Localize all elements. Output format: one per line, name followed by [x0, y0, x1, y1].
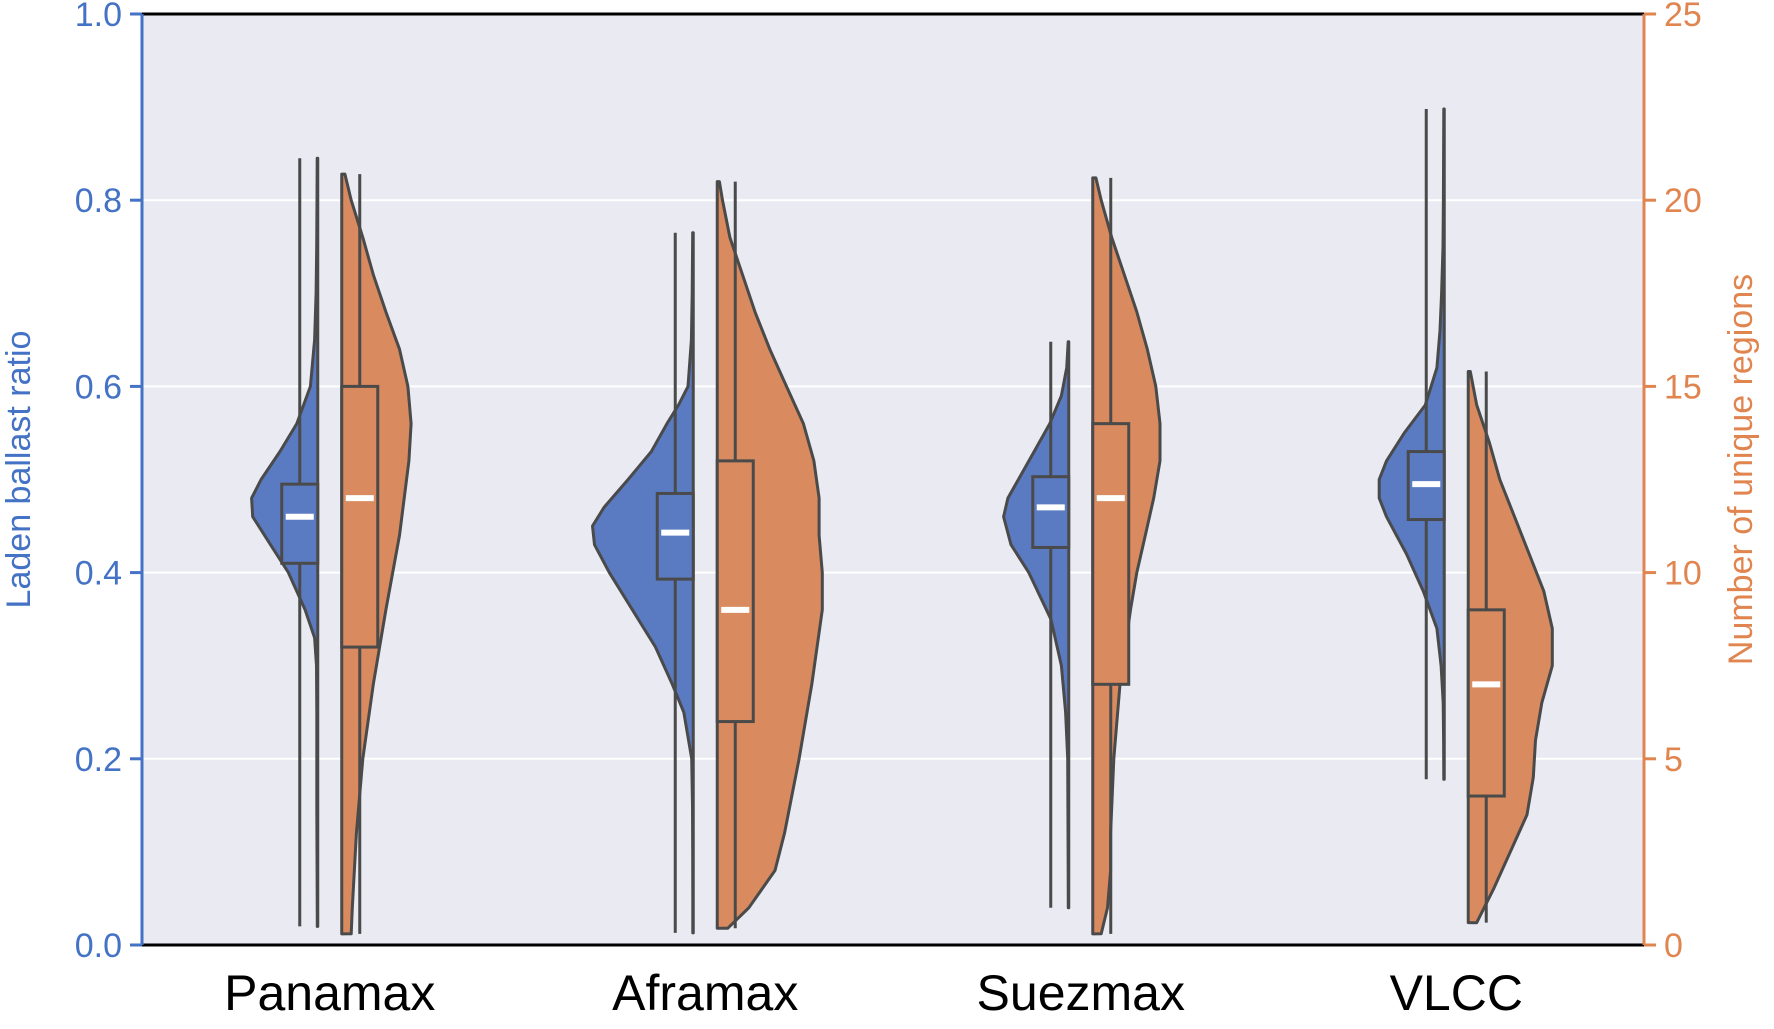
- regions-violin-panamax: [340, 172, 413, 936]
- y-tick-label-right-1: 5: [1664, 741, 1683, 779]
- y-tick-label-left-0: 0.0: [75, 927, 122, 965]
- y-tick-label-left-4: 0.8: [75, 182, 122, 220]
- iqr-box: [655, 491, 695, 581]
- plot-frame: [140, 12, 1646, 947]
- regions-violin-vlcc: [1466, 370, 1554, 925]
- iqr-box: [1031, 475, 1071, 549]
- x-tick-label-vlcc: VLCC: [1390, 965, 1523, 1021]
- violin-body: [1377, 107, 1446, 781]
- iqr-box: [715, 459, 755, 724]
- ratio-violin-aframax: [591, 231, 695, 935]
- x-tick-label-suezmax: Suezmax: [977, 965, 1185, 1021]
- ticks: 0.0 0.2 0.4 0.6 0.8 1.0 0 5 10 15 20 25 Panamax Afram…: [75, 0, 1702, 1021]
- y-tick-label-left-3: 0.6: [75, 368, 122, 406]
- y-tick-label-right-5: 25: [1664, 0, 1702, 34]
- violin-body: [715, 180, 824, 930]
- ratio-violin-panamax: [250, 156, 320, 928]
- iqr-box: [340, 384, 380, 649]
- y-tick-label-left-1: 0.2: [75, 741, 122, 779]
- y-tick-label-right-0: 0: [1664, 927, 1683, 965]
- y-tick-label-left-2: 0.4: [75, 555, 122, 593]
- y-tick-label-right-4: 20: [1664, 182, 1702, 220]
- x-tick-label-panamax: Panamax: [224, 965, 435, 1021]
- regions-violin-aframax: [715, 180, 824, 930]
- y-tick-label-right-3: 15: [1664, 368, 1702, 406]
- y-tick-label-left-5: 1.0: [75, 0, 122, 34]
- y-axis-label-right: Number of unique regions: [1722, 274, 1760, 665]
- ratio-violin-suezmax: [1002, 340, 1071, 910]
- y-tick-label-right-2: 10: [1664, 555, 1702, 593]
- iqr-box: [1466, 608, 1506, 798]
- regions-violin-suezmax: [1091, 176, 1162, 936]
- x-tick-label-aframax: Aframax: [612, 965, 798, 1021]
- iqr-box: [280, 482, 320, 565]
- y-axis-label-left: Laden ballast ratio: [0, 331, 38, 609]
- violins: [250, 107, 1554, 936]
- iqr-box: [1091, 422, 1131, 686]
- violin-body: [591, 231, 695, 935]
- ratio-violin-vlcc: [1377, 107, 1446, 781]
